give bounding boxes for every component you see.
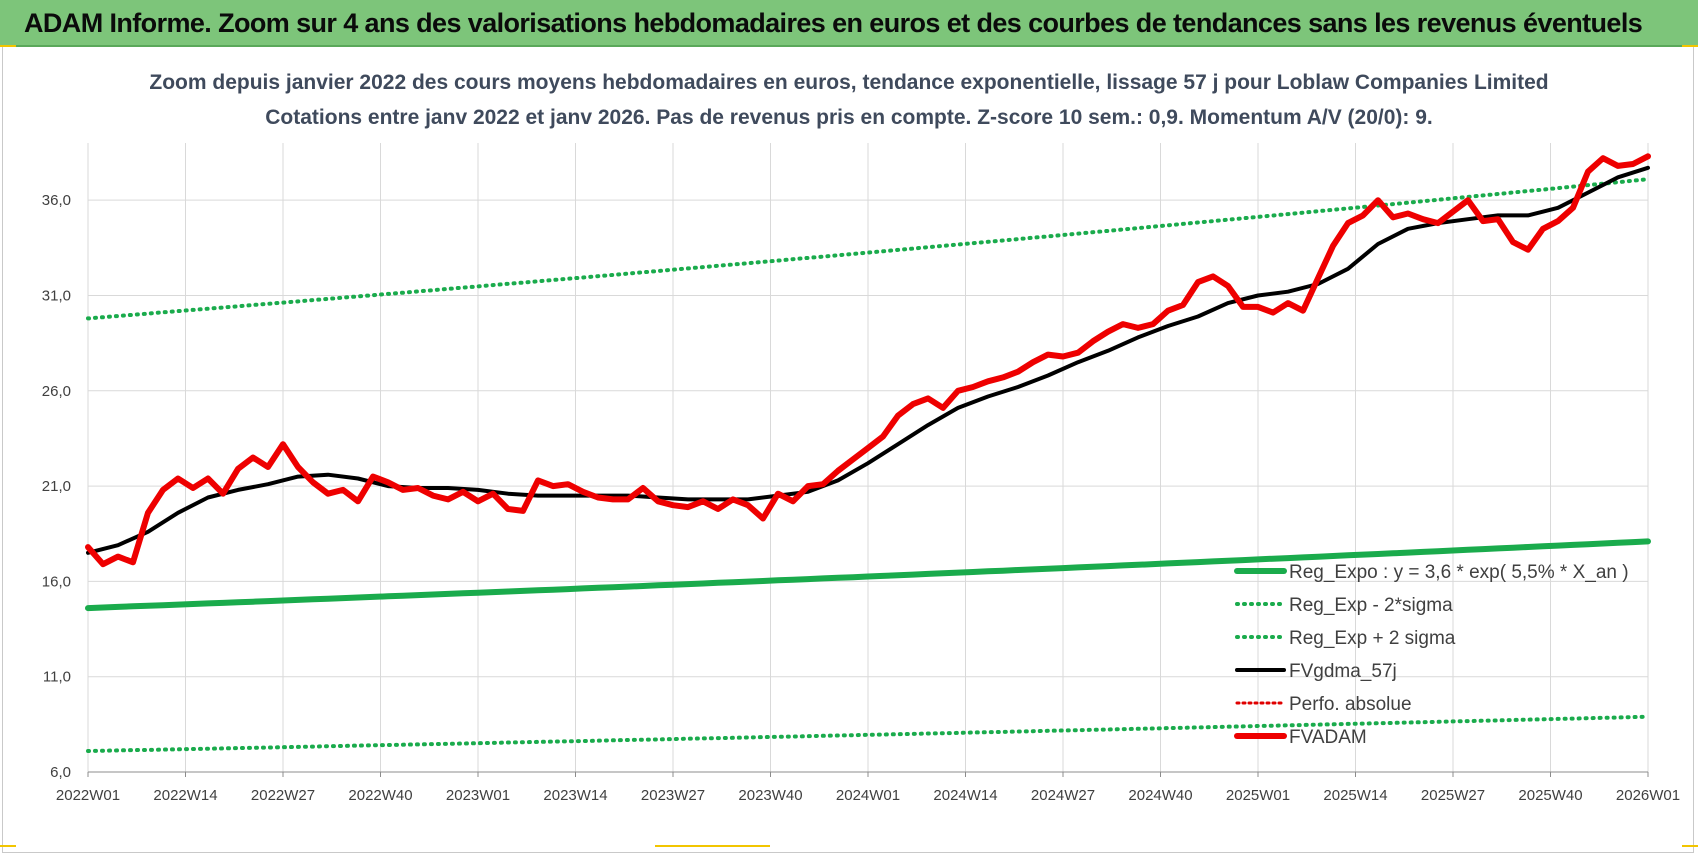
series-reg-exp-plus-2sigma-line xyxy=(86,177,1650,321)
x-tick-label: 2024W40 xyxy=(1128,787,1192,804)
frame-marker-bottom xyxy=(655,845,770,847)
chart-legend: Reg_Expo : y = 3,6 * exp( 5,5% * X_an ) R… xyxy=(1234,562,1629,748)
plot-area xyxy=(85,153,1651,753)
y-tick-label: 36,0 xyxy=(42,192,71,209)
x-tick-label: 2024W27 xyxy=(1031,787,1095,804)
series-fvadam-line xyxy=(85,153,1651,568)
y-tick-label: 21,0 xyxy=(42,478,71,495)
frame-corner-bottom-right xyxy=(1682,845,1698,847)
x-tick-label: 2022W01 xyxy=(56,787,120,804)
series-reg-expo-line xyxy=(85,538,1651,612)
chart-subtitle-line-2: Cotations entre janv 2022 et janv 2026. … xyxy=(265,106,1433,129)
frame-corner-bottom-left xyxy=(0,845,16,847)
x-tick-label: 2022W27 xyxy=(251,787,315,804)
x-tick-label: 2023W40 xyxy=(738,787,802,804)
y-tick-label: 16,0 xyxy=(42,573,71,590)
x-tick-label: 2023W01 xyxy=(446,787,510,804)
x-tick-label: 2022W40 xyxy=(348,787,412,804)
y-tick-label: 31,0 xyxy=(42,287,71,304)
legend-label-perfo: Perfo. absolue xyxy=(1289,694,1412,715)
frame-corner-top-right xyxy=(1682,45,1698,47)
y-tick-label: 11,0 xyxy=(43,669,71,686)
banner-title: ADAM Informe. Zoom sur 4 ans des valoris… xyxy=(24,8,1643,38)
x-tick-label: 2023W27 xyxy=(641,787,705,804)
title-banner: ADAM Informe. Zoom sur 4 ans des valoris… xyxy=(0,0,1698,47)
y-tick-label: 26,0 xyxy=(42,383,71,400)
x-axis: 2022W01 2022W14 2022W27 2022W40 2023W01 2023W… xyxy=(56,771,1680,804)
x-tick-label: 2024W01 xyxy=(836,787,900,804)
series-fvgdma-57j-line xyxy=(86,165,1650,555)
legend-label-sigma_plus: Reg_Exp + 2 sigma xyxy=(1289,628,1456,649)
x-tick-label: 2024W14 xyxy=(933,787,997,804)
frame-corner-top-left xyxy=(0,45,16,47)
legend-label-fvgdma: FVgdma_57j xyxy=(1289,661,1397,682)
y-axis: 6,0 11,0 16,0 21,0 26,0 31,0 36,0 xyxy=(42,192,71,781)
series-reg-exp-minus-2sigma-line xyxy=(86,714,1650,753)
chart-subtitle-line-1: Zoom depuis janvier 2022 des cours moyen… xyxy=(149,71,1548,94)
x-tick-label: 2026W01 xyxy=(1616,787,1680,804)
chart-frame xyxy=(2,47,1694,853)
x-tick-label: 2022W14 xyxy=(153,787,217,804)
x-tick-label: 2025W27 xyxy=(1421,787,1485,804)
legend-label-sigma_minus: Reg_Exp - 2*sigma xyxy=(1289,595,1453,616)
y-tick-label: 6,0 xyxy=(50,764,71,781)
x-tick-label: 2025W14 xyxy=(1323,787,1387,804)
chart-grid xyxy=(87,143,1649,773)
x-tick-label: 2025W01 xyxy=(1226,787,1290,804)
x-tick-label: 2025W40 xyxy=(1518,787,1582,804)
legend-label-fvadam: FVADAM xyxy=(1289,727,1367,748)
x-tick-label: 2023W14 xyxy=(543,787,607,804)
legend-label-reg_expo: Reg_Expo : y = 3,6 * exp( 5,5% * X_an ) xyxy=(1289,562,1629,583)
